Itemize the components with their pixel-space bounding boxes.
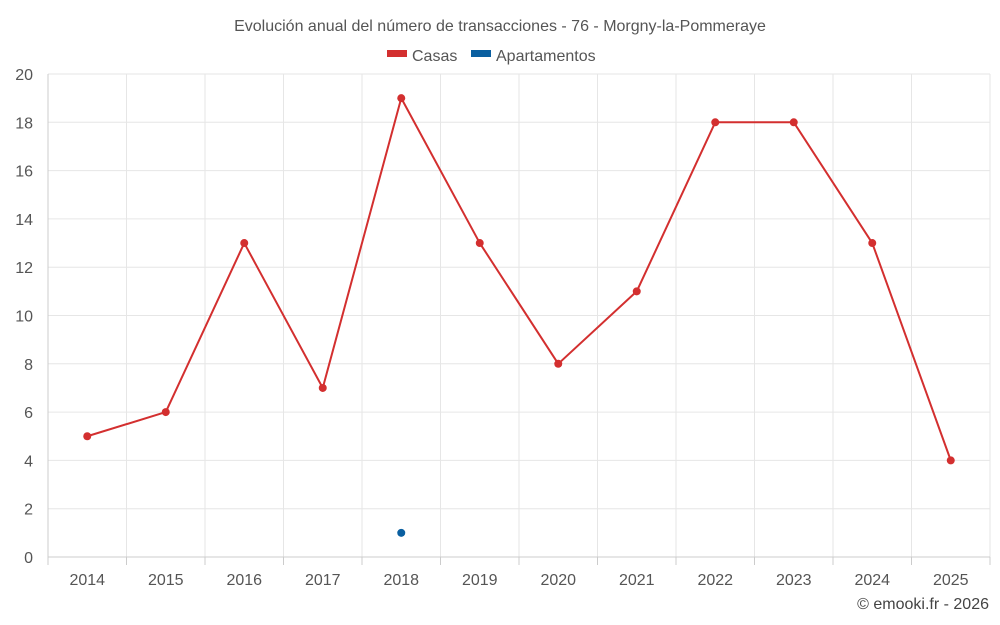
data-point-casas[interactable] <box>554 359 563 368</box>
data-point-casas[interactable] <box>161 408 170 417</box>
x-tick-label: 2019 <box>462 572 498 589</box>
y-tick-label: 18 <box>15 115 33 132</box>
legend: Casas Apartamentos <box>387 48 596 65</box>
series-line-casas <box>86 97 952 461</box>
y-tick-label: 4 <box>24 453 33 470</box>
x-tick-label: 2017 <box>305 572 341 589</box>
chart-title: Evolución anual del número de transaccio… <box>234 18 766 35</box>
x-tick-label: 2020 <box>540 572 576 589</box>
x-tick-label: 2022 <box>697 572 733 589</box>
x-tick-labels: 2014 2015 2016 2017 2018 2019 2020 2021 2022 2023… <box>69 572 968 589</box>
legend-item-apartamentos[interactable]: Apartamentos <box>471 48 596 65</box>
data-point-casas[interactable] <box>868 239 877 248</box>
y-tick-label: 12 <box>15 260 33 277</box>
data-point-casas[interactable] <box>397 94 406 103</box>
y-tick-label: 2 <box>24 502 33 519</box>
data-point-casas[interactable] <box>789 118 798 127</box>
x-tick-label: 2024 <box>854 572 890 589</box>
legend-swatch-casas <box>387 50 407 57</box>
x-tick-label: 2014 <box>69 572 105 589</box>
data-point-casas[interactable] <box>711 118 720 127</box>
y-tick-label: 20 <box>15 67 33 84</box>
y-tick-label: 10 <box>15 309 33 326</box>
y-tick-label: 14 <box>15 212 33 229</box>
x-tick-label: 2025 <box>933 572 969 589</box>
data-point-casas[interactable] <box>240 239 249 248</box>
x-tick-label: 2023 <box>776 572 812 589</box>
data-point-casas[interactable] <box>318 383 327 392</box>
y-tick-label: 0 <box>24 550 33 567</box>
data-point-casas[interactable] <box>632 287 641 296</box>
legend-label-casas: Casas <box>412 48 457 65</box>
legend-swatch-apartamentos <box>471 50 491 57</box>
data-point-apartamentos[interactable] <box>397 528 406 537</box>
y-tick-label: 16 <box>15 164 33 181</box>
legend-label-apartamentos: Apartamentos <box>496 48 596 65</box>
axes <box>47 556 991 565</box>
y-tick-label: 6 <box>24 405 33 422</box>
data-point-casas[interactable] <box>946 456 955 465</box>
x-tick-label: 2021 <box>619 572 655 589</box>
gridlines <box>47 73 991 557</box>
credit-text: © emooki.fr - 2026 <box>857 596 989 613</box>
y-tick-label: 8 <box>24 357 33 374</box>
series <box>83 94 955 537</box>
x-tick-label: 2016 <box>226 572 262 589</box>
y-tick-labels: 0 2 4 6 8 10 12 14 16 18 20 <box>15 67 33 567</box>
data-point-casas[interactable] <box>83 432 92 441</box>
x-tick-label: 2018 <box>383 572 419 589</box>
x-tick-label: 2015 <box>148 572 184 589</box>
data-point-casas[interactable] <box>475 239 484 248</box>
legend-item-casas[interactable]: Casas <box>387 48 457 65</box>
